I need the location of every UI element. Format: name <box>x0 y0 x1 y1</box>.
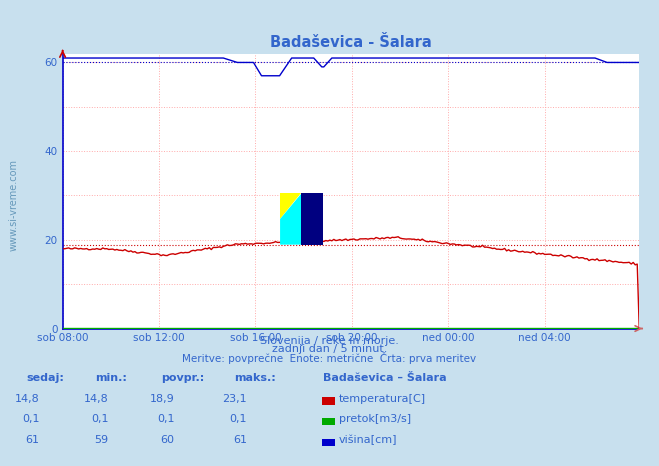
Text: 0,1: 0,1 <box>91 414 109 424</box>
Polygon shape <box>280 193 301 245</box>
Text: 23,1: 23,1 <box>223 394 247 404</box>
Text: Badaševica – Šalara: Badaševica – Šalara <box>323 373 447 383</box>
Text: 18,9: 18,9 <box>150 394 175 404</box>
Text: maks.:: maks.: <box>234 373 275 383</box>
Text: 0,1: 0,1 <box>229 414 247 424</box>
Text: 14,8: 14,8 <box>14 394 40 404</box>
Text: temperatura[C]: temperatura[C] <box>339 394 426 404</box>
Text: 60: 60 <box>161 435 175 445</box>
Text: Meritve: povprečne  Enote: metrične  Črta: prva meritev: Meritve: povprečne Enote: metrične Črta:… <box>183 352 476 363</box>
Text: 59: 59 <box>95 435 109 445</box>
Text: 61: 61 <box>233 435 247 445</box>
Text: 0,1: 0,1 <box>22 414 40 424</box>
Text: višina[cm]: višina[cm] <box>339 434 397 445</box>
Text: Slovenija / reke in morje.: Slovenija / reke in morje. <box>260 336 399 346</box>
Text: pretok[m3/s]: pretok[m3/s] <box>339 414 411 424</box>
Polygon shape <box>301 193 323 229</box>
Title: Badaševica - Šalara: Badaševica - Šalara <box>270 34 432 50</box>
Text: zadnji dan / 5 minut.: zadnji dan / 5 minut. <box>272 344 387 354</box>
Text: 14,8: 14,8 <box>84 394 109 404</box>
Text: sedaj:: sedaj: <box>26 373 64 383</box>
Polygon shape <box>280 193 301 219</box>
Text: povpr.:: povpr.: <box>161 373 205 383</box>
Text: min.:: min.: <box>96 373 127 383</box>
Text: 0,1: 0,1 <box>157 414 175 424</box>
Text: www.si-vreme.com: www.si-vreme.com <box>9 159 18 251</box>
Text: 61: 61 <box>26 435 40 445</box>
Polygon shape <box>301 193 323 245</box>
